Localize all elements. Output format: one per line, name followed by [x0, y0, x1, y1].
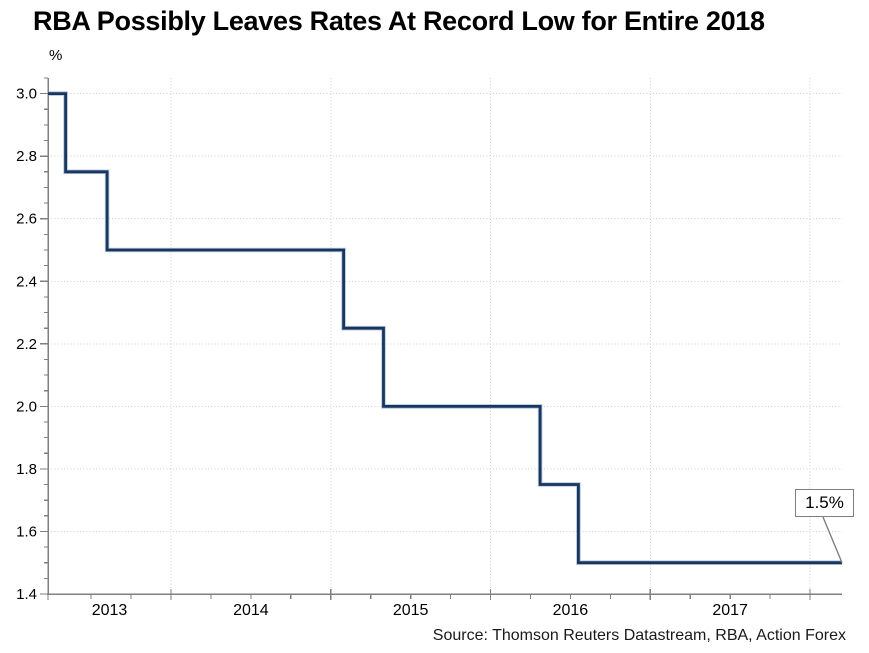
rate-step-line-halo — [48, 91, 842, 565]
y-tick-label: 1.4 — [16, 586, 37, 603]
source-caption: Source: Thomson Reuters Datastream, RBA,… — [432, 627, 846, 644]
y-tick-label: 1.6 — [16, 523, 37, 540]
x-tick-label: 2015 — [393, 602, 429, 619]
y-tick-label: 2.6 — [16, 211, 37, 228]
callout-leader-line — [822, 516, 843, 563]
x-tick-label: 2016 — [553, 602, 589, 619]
chart-title: RBA Possibly Leaves Rates At Record Low … — [33, 6, 765, 36]
y-tick-label: 1.8 — [16, 461, 37, 478]
y-axis-unit-label: % — [49, 47, 63, 64]
y-tick-label: 2.4 — [16, 273, 37, 290]
y-tick-label: 2.2 — [16, 336, 37, 353]
y-tick-label: 3.0 — [16, 86, 37, 103]
y-tick-label: 2.0 — [16, 398, 37, 415]
x-tick-label: 2014 — [233, 602, 269, 619]
last-value-callout: 1.5% — [795, 489, 854, 517]
y-tick-label: 2.8 — [16, 148, 37, 165]
rate-step-line — [48, 92, 842, 565]
x-tick-label: 2017 — [712, 602, 748, 619]
x-tick-label: 2013 — [92, 602, 128, 619]
